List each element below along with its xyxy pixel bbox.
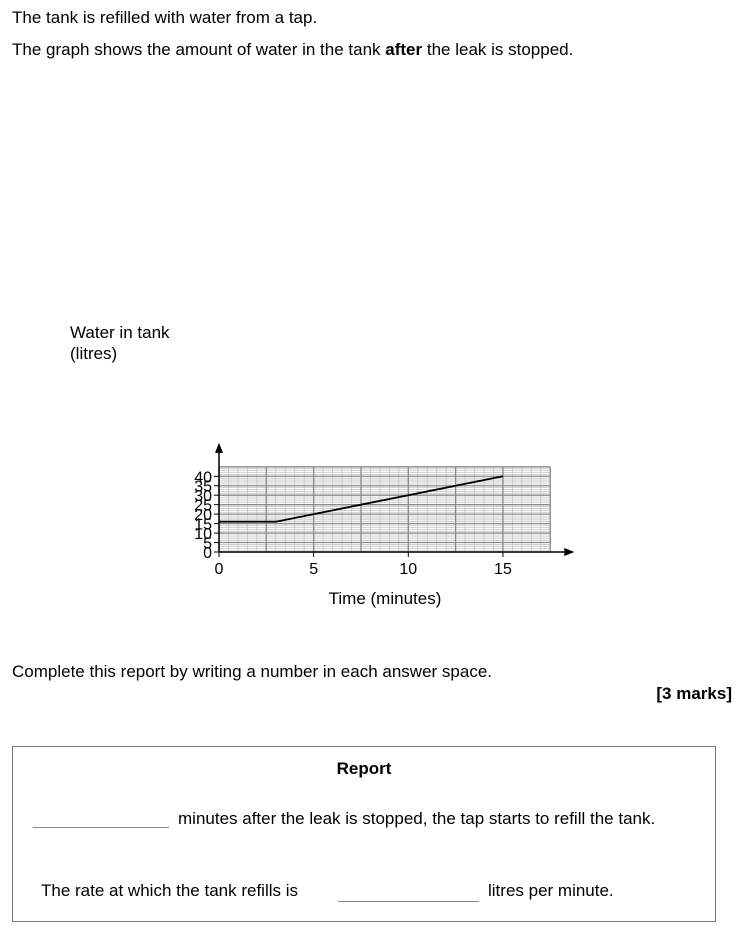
y-tick-label: 10 — [194, 526, 212, 543]
answer-blank-2[interactable] — [338, 901, 479, 902]
axes — [215, 442, 575, 556]
report-line-1: minutes after the leak is stopped, the t… — [178, 809, 656, 828]
report-line-2-end: litres per minute. — [488, 881, 614, 900]
x-tick-label: 10 — [399, 561, 417, 578]
y-tick-label: 40 — [194, 469, 212, 486]
y-tick-label: 20 — [194, 507, 212, 524]
y-tick-label: 25 — [194, 498, 212, 515]
intro-line-2: The graph shows the amount of water in t… — [12, 40, 573, 60]
x-tick-label: 5 — [309, 561, 318, 578]
y-tick-label: 30 — [194, 488, 212, 505]
answer-blank-1[interactable] — [33, 827, 169, 828]
y-axis-label-line-2: (litres) — [70, 344, 117, 363]
y-axis-arrow — [215, 442, 223, 453]
x-ticks: 0 5 10 15 — [215, 552, 512, 578]
y-tick-label: 15 — [194, 517, 212, 534]
instruction-text: Complete this report by writing a number… — [12, 662, 493, 681]
intro-line-2-start: The graph shows the amount of water in t… — [12, 40, 386, 59]
intro-line-2-bold: after — [385, 40, 423, 59]
grid-minor — [219, 466, 551, 552]
x-axis-label: Time (minutes) — [329, 589, 442, 608]
report-line-2-start: The rate at which the tank refills is — [41, 881, 299, 900]
series — [219, 475, 504, 523]
report-box: Report minutes after the leak is stopped… — [12, 746, 716, 922]
series-line — [219, 475, 504, 523]
y-axis-label-line-1: Water in tank — [70, 323, 170, 342]
marks-label: [3 marks] — [656, 684, 732, 703]
y-tick-label: 5 — [203, 536, 212, 553]
grid-major — [218, 466, 551, 553]
x-axis-arrow — [564, 548, 575, 556]
y-tick-label: 0 — [203, 545, 212, 562]
intro-line-2-end: the leak is stopped. — [422, 40, 574, 59]
report-title: Report — [336, 759, 392, 778]
y-tick-label: 35 — [194, 479, 212, 496]
x-tick-label: 15 — [494, 561, 512, 578]
x-tick-label: 0 — [215, 561, 224, 578]
intro-line-1: The tank is refilled with water from a t… — [12, 8, 318, 27]
